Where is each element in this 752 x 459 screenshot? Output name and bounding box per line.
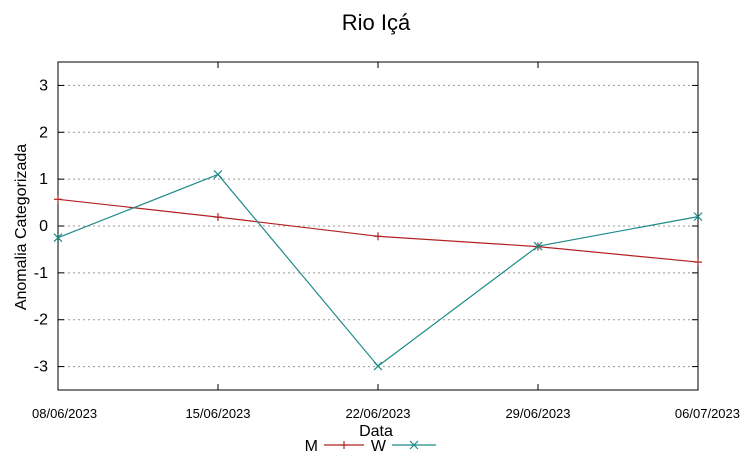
x-axis-label: Data xyxy=(359,423,393,440)
legend-marker-w xyxy=(409,440,419,450)
y-tick-label: 3 xyxy=(39,77,48,94)
legend-marker-m xyxy=(340,441,348,449)
x-tick-label: 06/07/2023 xyxy=(675,406,740,421)
y-tick-label: 1 xyxy=(39,171,48,188)
data-point-m xyxy=(214,213,222,222)
data-point-m xyxy=(54,195,62,204)
data-point-m xyxy=(694,258,702,267)
y-axis-ticks: -3 -2 -1 0 1 2 3 xyxy=(34,77,698,376)
x-tick-label: 29/06/2023 xyxy=(505,406,570,421)
data-point-w xyxy=(693,212,703,222)
y-tick-label: 2 xyxy=(39,124,48,141)
data-point-w xyxy=(373,361,383,371)
x-tick-label: 08/06/2023 xyxy=(32,406,97,421)
y-tick-label: 0 xyxy=(39,218,48,235)
series-m xyxy=(54,195,702,267)
legend-label-m: M xyxy=(305,438,318,455)
x-tick-label: 15/06/2023 xyxy=(185,406,250,421)
data-point-w xyxy=(213,170,223,179)
data-point-w xyxy=(533,241,543,251)
y-tick-label: -3 xyxy=(34,359,48,376)
x-axis-ticks: 08/06/2023 15/06/2023 22/06/2023 29/06/2023… xyxy=(32,62,740,421)
legend-label-w: W xyxy=(371,438,387,455)
y-tick-label: -1 xyxy=(34,265,48,282)
series-lines xyxy=(53,170,703,371)
gridlines xyxy=(58,84,698,368)
y-axis-label: Anomalia Categorizada xyxy=(13,144,30,310)
x-tick-label: 22/06/2023 xyxy=(345,406,410,421)
y-tick-label: -2 xyxy=(34,312,48,329)
data-point-w xyxy=(53,233,63,243)
series-line-m xyxy=(57,198,699,263)
series-w xyxy=(53,170,703,371)
series-line-w xyxy=(57,173,699,367)
data-point-m xyxy=(374,232,382,241)
chart-title: Rio Içá xyxy=(342,10,411,35)
